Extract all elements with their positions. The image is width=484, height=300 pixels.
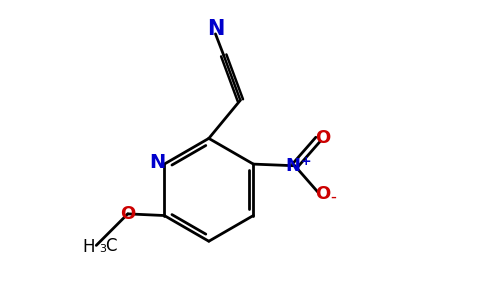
Text: N: N xyxy=(149,153,165,172)
Text: N: N xyxy=(286,157,301,175)
Text: N: N xyxy=(207,19,224,39)
Text: O: O xyxy=(316,129,331,147)
Text: +: + xyxy=(301,155,311,168)
Text: -: - xyxy=(331,187,336,205)
Text: 3: 3 xyxy=(99,244,106,254)
Text: H: H xyxy=(82,238,94,256)
Text: O: O xyxy=(120,205,136,223)
Text: C: C xyxy=(106,237,117,255)
Text: O: O xyxy=(316,185,331,203)
